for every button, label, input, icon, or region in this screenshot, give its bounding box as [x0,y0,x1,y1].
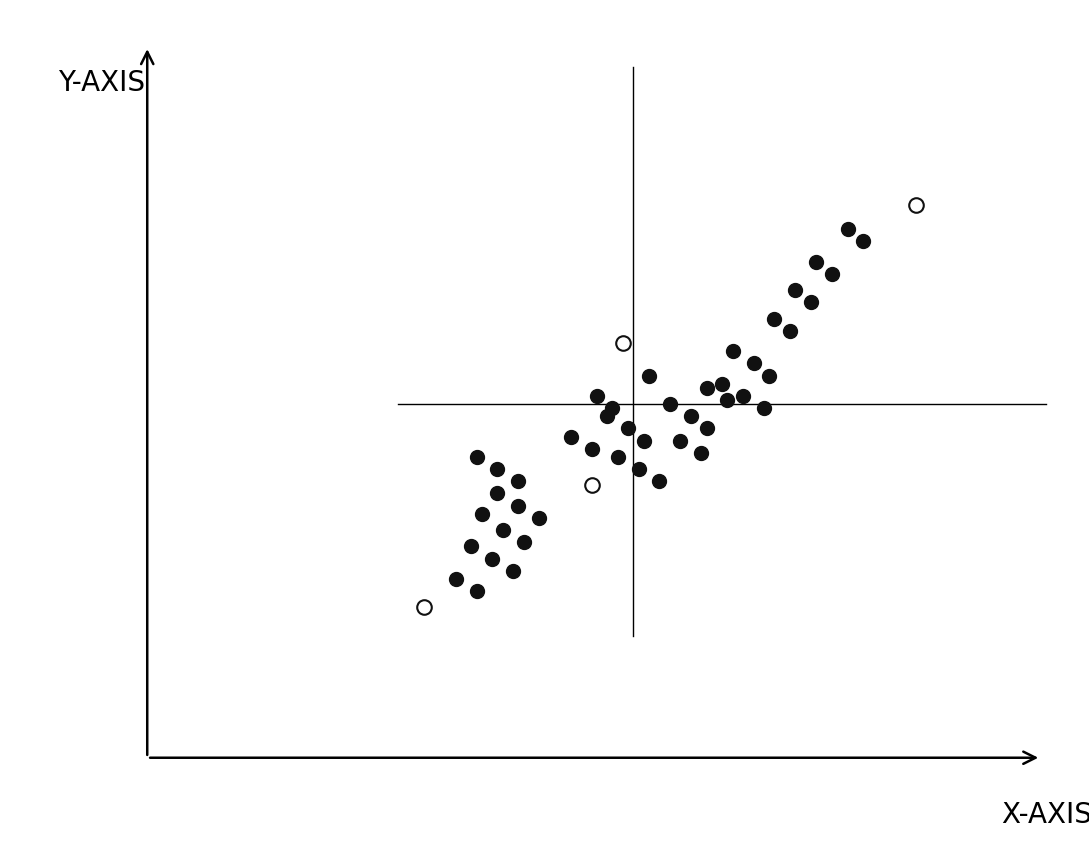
Point [756,401,773,415]
Point [614,336,632,350]
Text: X-AXIS: X-AXIS [1001,801,1089,829]
Point [468,450,486,464]
Point [698,381,715,394]
Point [583,442,600,456]
Point [510,474,527,488]
Point [698,421,715,435]
Point [907,198,925,212]
Point [693,445,710,459]
Point [504,564,522,578]
Point [484,552,501,566]
Point [473,507,490,521]
Point [760,368,778,382]
Point [562,430,579,444]
Point [510,499,527,513]
Point [583,478,600,492]
Point [603,401,621,415]
Point [724,344,742,358]
Point [599,409,616,423]
Point [682,409,699,423]
Point [661,397,678,411]
Point [808,255,825,269]
Point [786,283,804,297]
Point [640,368,658,382]
Point [635,433,652,447]
Point [446,572,464,586]
Point [530,511,548,525]
Point [766,311,783,325]
Point [463,540,480,554]
Point [468,584,486,598]
Text: Y-AXIS: Y-AXIS [59,69,145,97]
Point [719,393,736,407]
Point [588,389,605,403]
Point [855,234,872,248]
Point [782,324,799,337]
Point [839,222,856,236]
Point [629,462,647,476]
Point [609,450,626,464]
Point [672,433,689,447]
Point [803,296,820,310]
Point [489,486,506,500]
Point [494,523,512,537]
Point [489,462,506,476]
Point [651,474,669,488]
Point [745,356,762,370]
Point [620,421,637,435]
Point [713,377,731,391]
Point [416,600,433,614]
Point [823,267,841,281]
Point [515,535,533,549]
Point [734,389,751,403]
